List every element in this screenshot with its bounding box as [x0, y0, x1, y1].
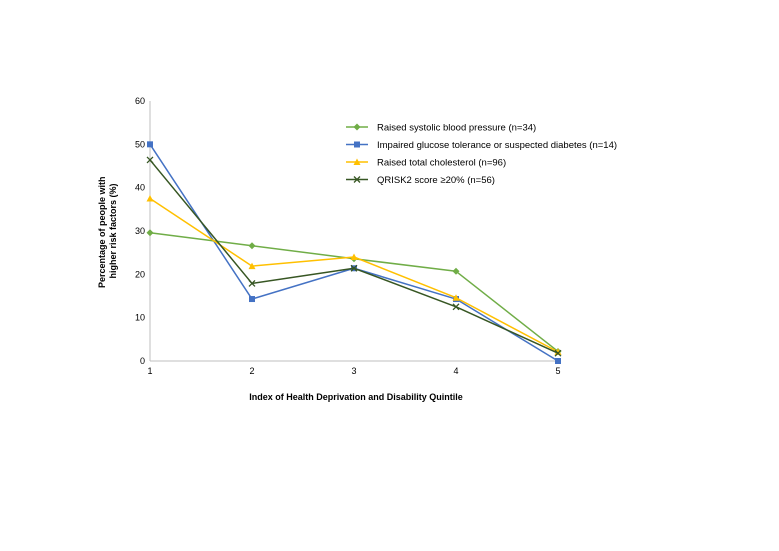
series-line — [149, 231, 559, 353]
legend-label: Raised total cholesterol (n=96) — [377, 158, 506, 169]
data-point-marker — [353, 158, 361, 165]
series-1 — [146, 229, 562, 355]
y-tick-label: 50 — [135, 139, 145, 149]
y-tick-label: 30 — [135, 226, 145, 236]
data-point-marker — [353, 123, 361, 131]
legend-item: Raised systolic blood pressure (n=34) — [346, 123, 536, 134]
data-point-marker — [554, 348, 562, 355]
series-3 — [146, 195, 562, 355]
data-point-marker — [350, 264, 358, 272]
legend: Raised systolic blood pressure (n=34) Imp… — [346, 123, 617, 186]
data-point-marker — [452, 303, 460, 311]
y-axis-title-line-2: higher risk factors (%) — [108, 183, 118, 278]
data-point-marker — [354, 141, 360, 148]
data-point-marker — [147, 141, 153, 148]
data-point-marker — [452, 267, 460, 275]
data-point-marker — [452, 294, 460, 301]
y-tick-label: 20 — [135, 269, 145, 279]
data-point-marker — [350, 253, 358, 260]
series-line — [149, 197, 559, 353]
y-tick-label: 60 — [135, 96, 145, 106]
data-point-marker — [353, 176, 361, 183]
data-point-marker — [146, 156, 154, 164]
legend-item: Raised total cholesterol (n=96) — [346, 158, 506, 169]
data-point-marker — [555, 358, 561, 364]
legend-item: Impaired glucose tolerance or suspected … — [346, 140, 617, 151]
x-tick-labels: 1 2 3 4 5 — [147, 366, 560, 376]
data-point-marker — [249, 296, 255, 303]
legend-label: QRISK2 score ≥20% (n=56) — [377, 175, 495, 186]
y-tick-label: 0 — [140, 356, 145, 366]
data-point-marker — [248, 262, 256, 270]
x-tick-label: 1 — [147, 366, 152, 376]
series-4 — [146, 156, 562, 357]
data-point-marker — [146, 229, 154, 237]
data-point-marker — [248, 242, 256, 250]
x-tick-label: 3 — [351, 366, 356, 376]
y-tick-label: 10 — [135, 313, 145, 323]
data-point-marker — [554, 349, 562, 357]
legend-item: QRISK2 score ≥20% (n=56) — [346, 175, 495, 186]
y-axis-title: Percentage of people with higher risk fa… — [97, 174, 118, 288]
legend-label: Raised systolic blood pressure (n=34) — [377, 123, 536, 134]
y-tick-labels: 0 10 20 30 40 50 60 — [135, 96, 145, 366]
x-axis-title: Index of Health Deprivation and Disabili… — [249, 392, 463, 402]
data-point-marker — [248, 279, 256, 287]
x-tick-label: 2 — [249, 366, 254, 376]
legend-label: Impaired glucose tolerance or suspected … — [377, 140, 617, 151]
series-layer — [146, 141, 562, 364]
x-tick-label: 5 — [555, 366, 560, 376]
data-point-marker — [146, 195, 154, 202]
series-2 — [147, 141, 561, 364]
y-axis-title-line-1: Percentage of people with — [97, 176, 107, 288]
y-tick-label: 40 — [135, 183, 145, 193]
x-tick-label: 4 — [453, 366, 458, 376]
